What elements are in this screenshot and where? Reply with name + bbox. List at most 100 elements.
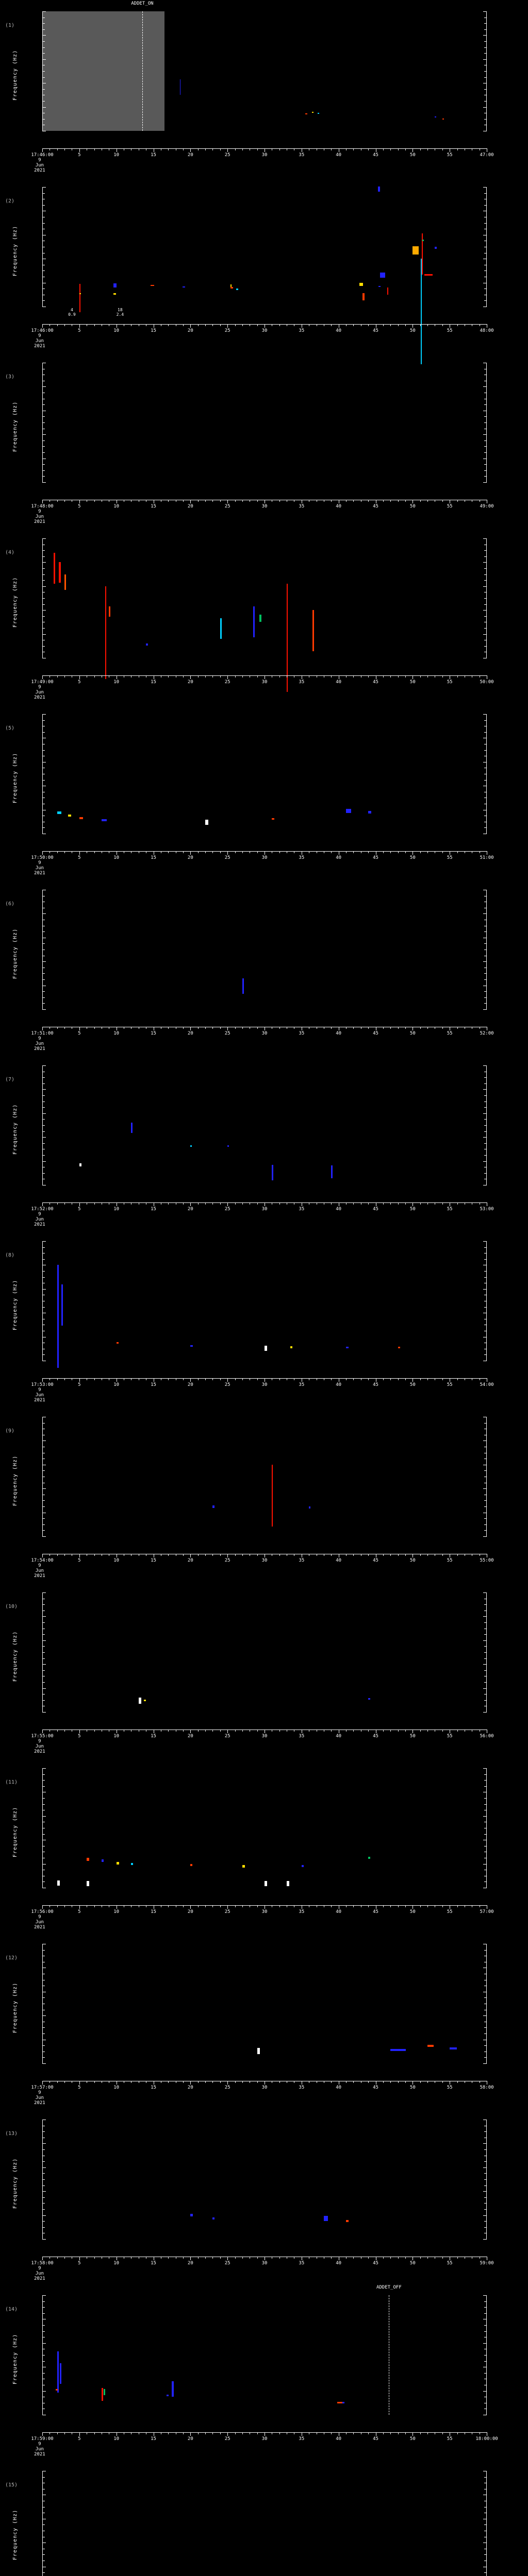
x-tick-label: 40 (336, 2436, 342, 2442)
plot-area: 02004006008001000 (42, 363, 487, 483)
date-part: 9 (38, 1914, 41, 1920)
x-axis-end-label: 52:00 (480, 1031, 494, 1036)
x-tick (220, 1554, 221, 1556)
x-tick (168, 1554, 169, 1556)
x-tick (42, 1027, 43, 1030)
y-tick (42, 1646, 45, 1647)
detection-mark (79, 283, 80, 312)
x-tick (190, 2432, 191, 2436)
x-tick (279, 1554, 280, 1556)
detection-mark (220, 618, 222, 639)
y-tick (42, 1664, 46, 1665)
y-tick (42, 2161, 45, 2162)
x-tick (212, 1905, 213, 1907)
detection-mark (309, 1506, 311, 1509)
x-axis-end-label: 59:00 (480, 2261, 494, 2266)
x-axis-end-label: 53:00 (480, 1207, 494, 1212)
detection-value: 0.9 (68, 312, 76, 317)
plot-area: 02004006008001000 (42, 2120, 487, 2240)
spectrogram-panel: Frequency (Hz) (4) 0200400600800100017:49:… (0, 534, 528, 710)
y-axis-label: Frequency (Hz) (12, 1982, 18, 2033)
x-tick (398, 500, 399, 502)
x-tick (398, 1027, 399, 1029)
panel-number: (5) (5, 725, 15, 731)
x-axis-start-label: 17:48:00 (31, 504, 54, 509)
x-tick (331, 1202, 332, 1205)
x-tick (368, 148, 369, 150)
date-stack: 9 Jun 2021 (34, 333, 45, 349)
x-tick (420, 1905, 421, 1907)
date-part: Jun (35, 2271, 44, 2276)
x-tick (205, 1730, 206, 1732)
x-tick (390, 851, 391, 853)
x-tick-label: 50 (409, 2436, 416, 2442)
x-axis-start-label: 17:50:00 (31, 855, 54, 860)
x-tick (57, 1730, 58, 1732)
x-tick (353, 1905, 354, 1907)
y-axis-label-wrap: Frequency (Hz) (0, 1241, 42, 1361)
x-tick (190, 851, 191, 855)
y-tick (42, 2295, 46, 2296)
date-part: 2021 (34, 2100, 45, 2106)
y-tick-right (483, 538, 487, 539)
detection-mark (53, 552, 55, 584)
date-stack: 9 Jun 2021 (34, 1212, 45, 1227)
y-tick-right (484, 205, 487, 206)
x-tick (197, 2257, 199, 2259)
x-tick (197, 1730, 199, 1732)
x-tick (442, 1730, 443, 1732)
x-tick (94, 675, 95, 677)
detection-mark (79, 817, 83, 819)
x-tick (57, 1027, 58, 1029)
x-tick (212, 324, 213, 326)
x-tick (168, 500, 169, 502)
x-tick-label: 55 (447, 2436, 453, 2442)
x-tick-label: 40 (336, 1558, 342, 1563)
y-tick-right (484, 440, 487, 441)
x-tick-label: 25 (224, 1207, 230, 1212)
x-tick (79, 2432, 80, 2436)
y-tick (42, 1003, 45, 1004)
x-tick (427, 324, 428, 326)
y-tick-right (484, 943, 487, 944)
x-tick (64, 148, 65, 150)
y-tick-right (484, 1798, 487, 1799)
x-tick-label: 35 (299, 1031, 305, 1036)
x-tick-label: 45 (373, 1382, 378, 1387)
x-tick (64, 500, 65, 502)
y-tick (42, 2313, 45, 2314)
x-tick (235, 2257, 236, 2259)
y-tick (42, 1354, 45, 1355)
x-tick (427, 500, 428, 502)
x-tick (94, 148, 95, 150)
y-axis-label: Frequency (Hz) (12, 1104, 18, 1155)
x-tick-label: 30 (261, 1909, 268, 1914)
x-tick-label: 5 (78, 152, 81, 158)
x-tick-label: 15 (151, 1558, 156, 1563)
x-tick-label: 40 (336, 1382, 342, 1387)
y-tick-right (483, 434, 487, 435)
y-tick-right (483, 482, 487, 483)
x-tick (353, 675, 354, 677)
x-tick-label: 30 (261, 1382, 268, 1387)
y-tick-right (484, 270, 487, 272)
y-tick (42, 997, 45, 998)
y-axis-label: Frequency (Hz) (12, 2509, 18, 2561)
y-tick (42, 610, 46, 611)
x-tick (79, 1027, 80, 1030)
x-tick (242, 2257, 243, 2259)
x-tick (457, 2257, 458, 2259)
x-tick (235, 1730, 236, 1732)
x-tick-label: 10 (113, 855, 120, 860)
panel-number: (4) (5, 550, 15, 555)
x-tick (405, 1905, 406, 1907)
y-tick (42, 47, 45, 48)
y-tick-right (484, 71, 487, 72)
date-stack: 9 Jun 2021 (34, 509, 45, 524)
y-tick (42, 1768, 46, 1769)
x-tick (212, 1730, 213, 1732)
x-tick (390, 500, 391, 502)
x-tick-label: 25 (224, 855, 230, 860)
y-tick-right (484, 568, 487, 569)
y-axis-label-wrap: Frequency (Hz) (0, 890, 42, 1009)
